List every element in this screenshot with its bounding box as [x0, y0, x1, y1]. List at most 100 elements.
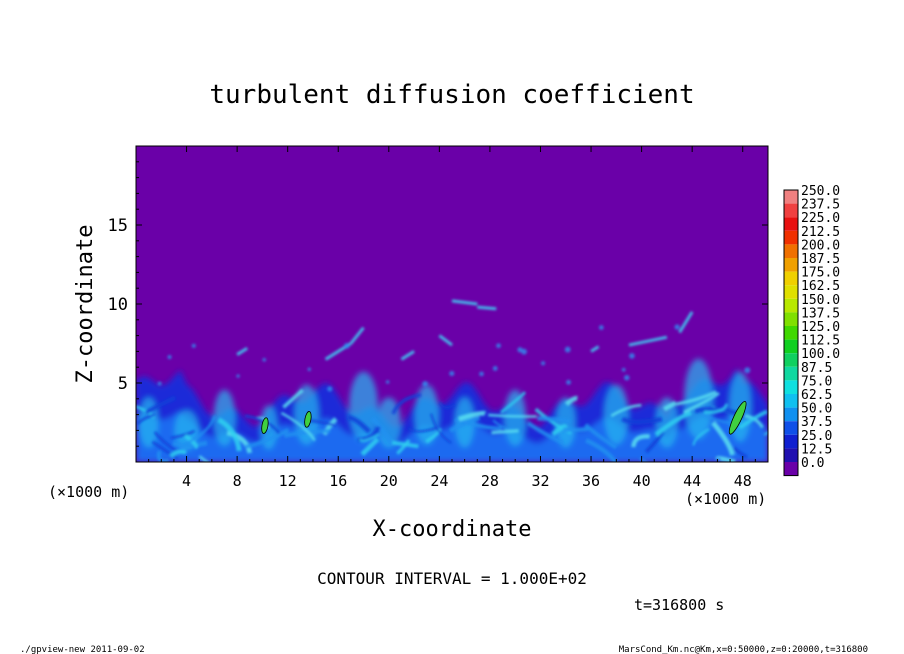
colorbar: 250.0237.5225.0212.5200.0187.5175.0162.5…: [783, 184, 840, 477]
streak: [644, 430, 665, 454]
colorbar-swatch: [784, 203, 798, 218]
colorbar-swatch: [784, 285, 798, 299]
filament: [628, 335, 668, 347]
filament: [349, 326, 365, 345]
colorbar-swatch: [784, 434, 798, 449]
streak: [183, 434, 198, 450]
streak: [676, 390, 717, 406]
streak: [551, 424, 568, 437]
colorbar-swatch: [784, 421, 798, 435]
colorbar-swatch: [784, 366, 798, 381]
speck: [262, 358, 267, 362]
plume: [139, 397, 159, 448]
speck: [307, 367, 311, 372]
x-unit-left: (×1000 m): [48, 483, 129, 501]
streak: [732, 446, 748, 459]
streak: [738, 409, 768, 430]
streak: [169, 449, 187, 458]
speck: [449, 370, 455, 377]
speck: [191, 343, 196, 348]
colorbar-swatch: [784, 339, 798, 354]
streak: [458, 410, 486, 422]
streak: [585, 438, 619, 462]
colorbar-label: 62.5: [801, 388, 832, 403]
x-tick-label: 40: [633, 472, 651, 490]
colorbar-label: 250.0: [801, 184, 840, 199]
streak: [360, 437, 380, 457]
speck: [598, 325, 604, 330]
speck: [674, 324, 680, 330]
x-tick-label: 32: [531, 472, 549, 490]
speck: [621, 367, 626, 372]
streak: [184, 415, 217, 446]
x-tick-label: 44: [683, 472, 701, 490]
filament: [236, 346, 249, 356]
streak: [711, 421, 735, 456]
y-axis-label: Z-coordinate: [73, 225, 98, 384]
streak: [217, 417, 242, 452]
colorbar-swatch: [784, 271, 798, 286]
footer-right: MarsCond_Km.nc@Km,x=0:50000,z=0:20000,t=…: [619, 645, 868, 654]
colorbar-label: 225.0: [801, 211, 840, 226]
colorbar-label: 25.0: [801, 429, 832, 444]
streak: [631, 434, 650, 448]
streak: [391, 393, 422, 415]
streak: [370, 416, 394, 446]
streak: [151, 440, 179, 460]
streak: [449, 415, 481, 433]
streak: [430, 413, 452, 444]
speck: [629, 353, 635, 359]
chart-title: turbulent diffusion coefficient: [209, 80, 694, 110]
streak: [280, 411, 316, 442]
y-axis: 5 10 15: [108, 161, 768, 447]
streak: [715, 456, 736, 462]
footer-left: ./gpview-new 2011-09-02: [20, 645, 145, 654]
x-unit-right: (×1000 m): [685, 490, 766, 508]
colorbar-label: 150.0: [801, 293, 840, 308]
speck: [422, 381, 428, 387]
speck: [167, 354, 172, 360]
x-tick-label: 28: [481, 472, 499, 490]
colorbar-swatch: [784, 407, 798, 422]
speck: [624, 374, 630, 381]
filament: [678, 311, 694, 334]
filament: [451, 299, 478, 306]
speck: [385, 380, 390, 384]
colorbar-swatch: [784, 380, 798, 394]
speck: [479, 371, 484, 377]
x-tick-label: 36: [582, 472, 600, 490]
plume: [349, 371, 378, 442]
colorbar-label: 112.5: [801, 334, 840, 349]
colorbar-label: 100.0: [801, 347, 840, 362]
streak: [654, 410, 692, 437]
colorbar-label: 200.0: [801, 238, 840, 253]
speck: [744, 367, 751, 374]
streak: [172, 440, 208, 448]
speck: [566, 379, 571, 385]
colorbar-label: 187.5: [801, 252, 840, 267]
x-tick-label: 20: [380, 472, 398, 490]
streak: [358, 433, 380, 442]
x-axis-label: X-coordinate: [373, 517, 532, 542]
colorbar-swatch: [784, 244, 798, 258]
speck: [236, 374, 240, 378]
colorbar-frame: [783, 189, 799, 477]
filament: [477, 305, 497, 311]
filament: [400, 350, 415, 361]
high-value-contours: [261, 400, 747, 435]
turbulent-streaks: [136, 299, 768, 462]
colorbar-label: 237.5: [801, 198, 840, 213]
streak: [198, 455, 210, 462]
streak: [425, 428, 442, 444]
time-label: t=316800 s: [634, 596, 724, 614]
streak: [347, 415, 372, 434]
x-tick-label: 4: [182, 472, 191, 490]
streak: [703, 403, 729, 414]
streak: [763, 431, 768, 436]
x-tick-label: 24: [430, 472, 448, 490]
streak: [610, 403, 642, 418]
colorbar-swatch: [784, 353, 798, 367]
streak: [638, 457, 648, 462]
colorbar-label: 175.0: [801, 266, 840, 281]
